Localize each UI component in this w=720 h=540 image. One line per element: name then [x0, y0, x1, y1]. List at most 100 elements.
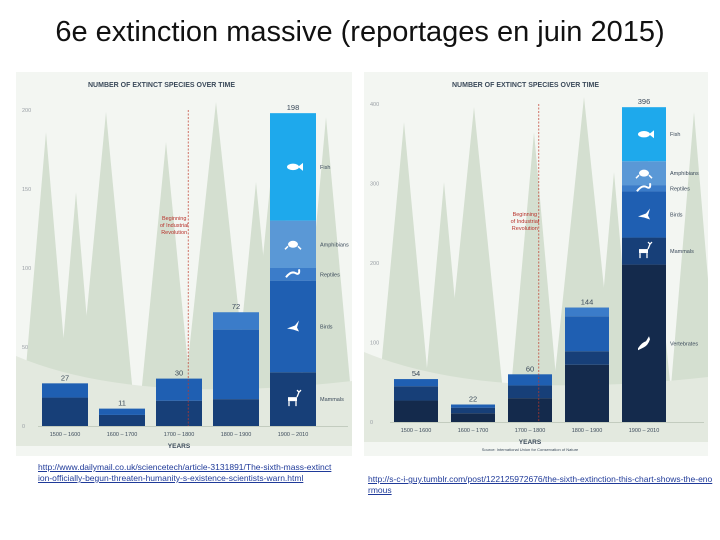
- right-ytick-4: 400: [370, 102, 379, 108]
- left-total-label-0: 27: [61, 373, 69, 382]
- fish-icon-body: [287, 163, 299, 171]
- right-annotation-1: of Industrial: [511, 219, 539, 225]
- left-bar-0-birds: [42, 383, 88, 398]
- right-total-label-3: 144: [581, 298, 594, 307]
- right-category-label-0: 1500 – 1600: [401, 428, 432, 434]
- right-bar-0-birds: [394, 379, 438, 387]
- bird-icon-body: [287, 320, 299, 332]
- deer-icon-body: [288, 397, 297, 402]
- fish-icon-tail: [298, 162, 303, 171]
- deer-icon: [288, 389, 302, 407]
- right-total-label-1: 22: [469, 395, 477, 404]
- right-chart-title: NUMBER OF EXTINCT SPECIES OVER TIME: [452, 82, 599, 89]
- right-ytick-3: 300: [370, 182, 379, 188]
- lizard-icon: [636, 183, 652, 192]
- bird-icon: [287, 320, 299, 332]
- frog-icon-body: [288, 240, 298, 248]
- source-link-right[interactable]: http://s-c-i-guy.tumblr.com/post/1221259…: [368, 474, 713, 495]
- chart-right: NUMBER OF EXTINCT SPECIES OVER TIME 0 100 2…: [364, 72, 708, 456]
- right-total-label-2: 60: [526, 364, 534, 373]
- left-ytick-0: 0: [22, 424, 25, 430]
- left-legend-amphibians: Amphibians: [320, 242, 349, 248]
- left-category-label-1: 1600 – 1700: [107, 432, 138, 438]
- frog-icon-legs: [284, 245, 302, 250]
- left-legend-reptiles: Reptiles: [320, 272, 340, 278]
- right-tree-2: [508, 132, 560, 422]
- left-tree-1: [76, 112, 136, 426]
- chart-left: NUMBER OF EXTINCT SPECIES OVER TIME 0 50 10…: [16, 72, 352, 456]
- fish-icon-body: [638, 131, 650, 138]
- left-bar-3-mammals: [213, 399, 259, 426]
- right-legend-amphibians: Amphibians: [670, 171, 699, 177]
- left-total-label-2: 30: [175, 369, 183, 378]
- source-link-left[interactable]: http://www.dailymail.co.uk/sciencetech/a…: [38, 462, 332, 483]
- deer-icon: [639, 241, 653, 259]
- left-bar-3-reptiles: [213, 312, 259, 330]
- right-tree-6: [422, 182, 466, 422]
- left-category-label-0: 1500 – 1600: [50, 432, 81, 438]
- right-xlabel: YEARS: [519, 439, 542, 446]
- right-tree-5: [668, 112, 708, 422]
- left-chart-title: NUMBER OF EXTINCT SPECIES OVER TIME: [88, 82, 235, 89]
- lizard-icon: [285, 269, 301, 278]
- right-ytick-0: 0: [370, 420, 373, 426]
- right-legend-fish: Fish: [670, 132, 680, 138]
- left-bar-1-mammals: [99, 414, 145, 426]
- right-ytick-2: 200: [370, 261, 379, 267]
- right-category-label-3: 1800 – 1900: [572, 428, 603, 434]
- lizard-icon-body: [285, 269, 301, 278]
- left-legend-birds: Birds: [320, 324, 333, 330]
- fish-icon: [638, 130, 654, 139]
- left-category-label-2: 1700 – 1800: [164, 432, 195, 438]
- right-bar-0-mammals: [394, 386, 438, 401]
- right-legend-birds: Birds: [670, 213, 683, 219]
- left-total-label-4: 198: [287, 103, 300, 112]
- right-legend-vertebrates: Vertebrates: [670, 341, 698, 347]
- bird-icon-body: [638, 208, 650, 220]
- left-annotation-0: Beginning: [162, 216, 186, 222]
- frog-icon: [284, 240, 302, 250]
- right-total-label-0: 54: [412, 369, 420, 378]
- left-total-label-1: 11: [118, 399, 126, 408]
- fish-icon: [287, 162, 303, 171]
- slide-title: 6e extinction massive (reportages en jui…: [55, 16, 665, 48]
- right-bar-2-mammals: [508, 385, 552, 399]
- left-annotation-2: Revolution: [161, 230, 187, 236]
- right-bar-3-reptiles: [565, 307, 609, 317]
- kangaroo-icon: [638, 336, 650, 351]
- left-tree-6: [56, 192, 96, 426]
- left-legend-mammals: Mammals: [320, 397, 344, 403]
- right-bar-1-birds: [451, 404, 495, 408]
- deer-icon-legs: [639, 241, 653, 259]
- right-bar-4-reptiles: [622, 185, 666, 192]
- right-source: Source: International Union for Conserva…: [482, 447, 579, 452]
- left-category-label-3: 1800 – 1900: [221, 432, 252, 438]
- left-tree-0: [21, 132, 71, 426]
- left-category-label-4: 1900 – 2010: [278, 432, 309, 438]
- right-bar-1-vertebrates: [451, 413, 495, 422]
- left-ytick-4: 200: [22, 108, 31, 114]
- right-total-label-4: 396: [638, 97, 651, 106]
- left-bar-4-reptiles: [270, 268, 316, 281]
- chart-left-svg: NUMBER OF EXTINCT SPECIES OVER TIME 0 50 10…: [16, 72, 352, 456]
- right-bar-0-vertebrates: [394, 400, 438, 422]
- right-category-label-4: 1900 – 2010: [629, 428, 660, 434]
- lizard-icon-body: [636, 183, 652, 192]
- left-bar-1-birds: [99, 408, 145, 415]
- bird-icon: [638, 208, 650, 220]
- left-ytick-1: 50: [22, 345, 28, 351]
- left-legend-fish: Fish: [320, 165, 330, 171]
- right-bar-3-vertebrates: [565, 364, 609, 422]
- right-tree-0: [376, 122, 432, 422]
- left-total-label-3: 72: [232, 302, 240, 311]
- frog-icon-body: [639, 169, 649, 177]
- right-annotation-0: Beginning: [513, 212, 537, 218]
- left-ytick-3: 150: [22, 187, 31, 193]
- left-bar-3-birds: [213, 329, 259, 400]
- right-bar-2-vertebrates: [508, 398, 552, 422]
- left-bar-2-mammals: [156, 400, 202, 426]
- left-bar-2-birds: [156, 378, 202, 401]
- frog-icon: [635, 169, 653, 179]
- left-annotation-1: of Industrial: [160, 223, 188, 229]
- right-legend-mammals: Mammals: [670, 249, 694, 255]
